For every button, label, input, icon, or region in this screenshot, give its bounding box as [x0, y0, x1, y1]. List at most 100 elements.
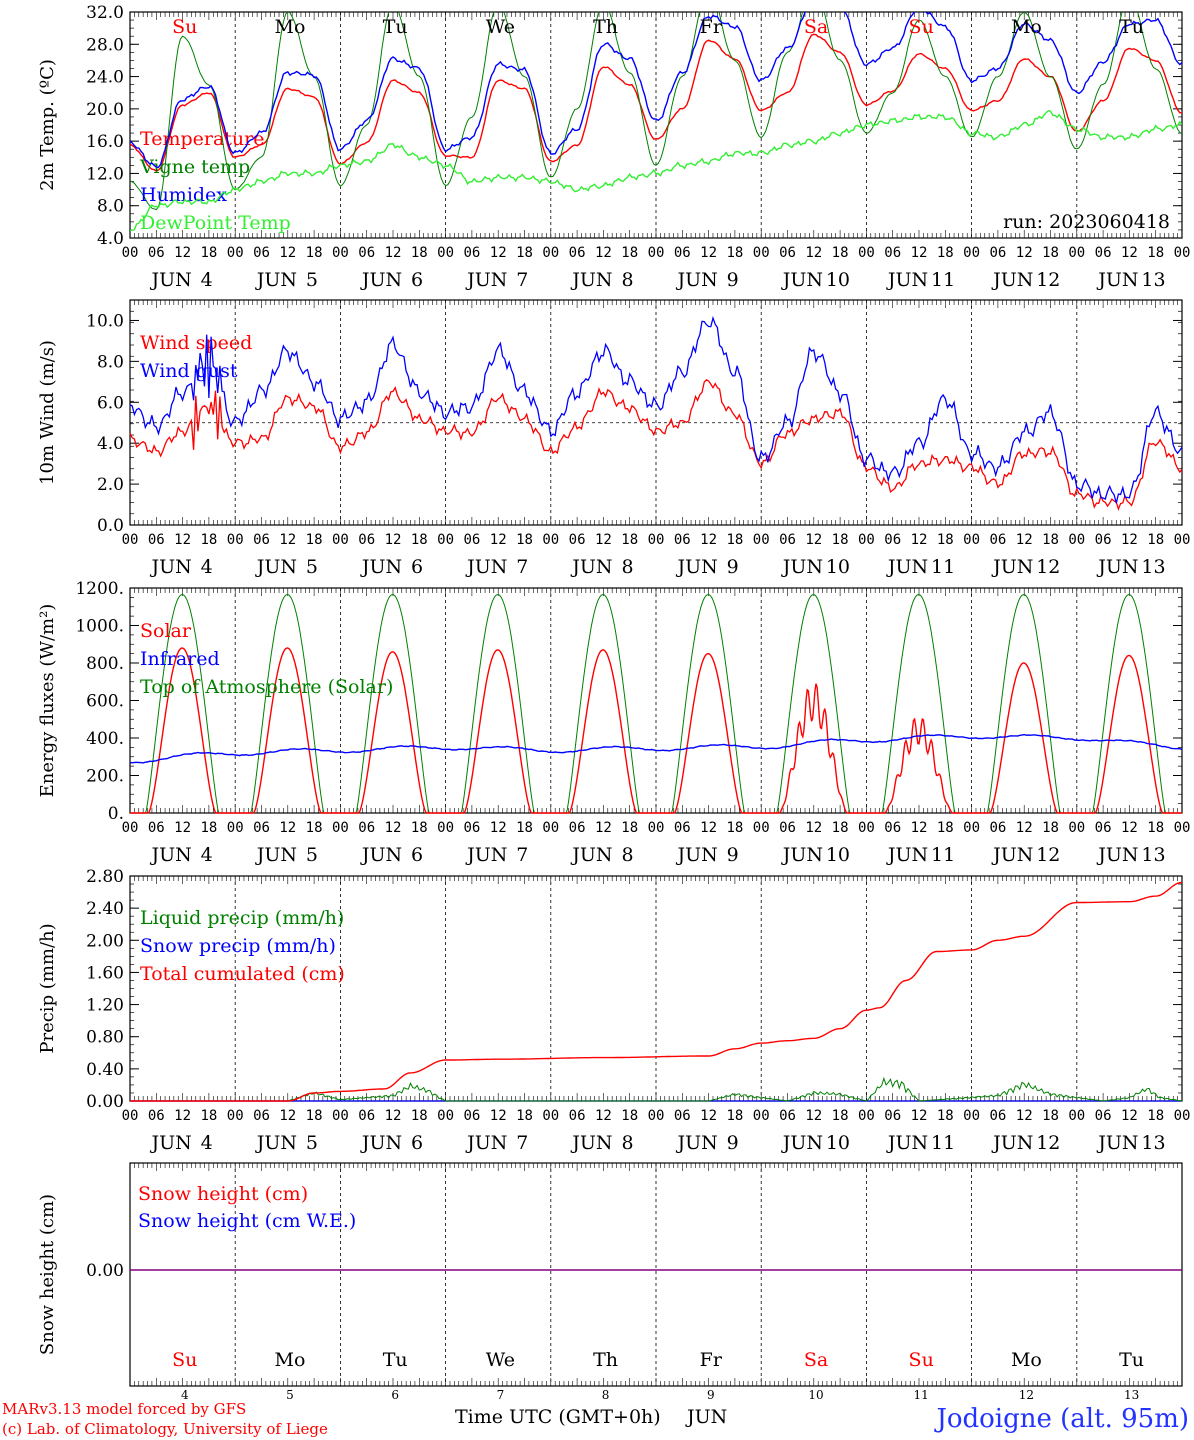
date-prefix-label: JUN [570, 844, 612, 866]
date-prefix-label: JUN [255, 844, 297, 866]
date-day-label: 12 [1036, 556, 1060, 578]
legend-entry: Vigne temp [139, 156, 250, 178]
hour-tick-label: 18 [937, 245, 954, 261]
hour-tick-label: 06 [1095, 1108, 1112, 1124]
date-prefix-label: JUN [570, 1132, 612, 1154]
hour-tick-label: 18 [306, 245, 323, 261]
series-line-wind-speed [129, 378, 1183, 511]
series-line-vigne-temp [130, 12, 1182, 211]
hour-tick-label: 12 [911, 532, 928, 548]
date-day-label: 12 [1036, 844, 1060, 866]
hour-tick-label: 18 [200, 532, 217, 548]
hour-tick-label: 18 [200, 820, 217, 836]
hour-tick-label: 06 [884, 1108, 901, 1124]
weekday-label: Sa [804, 1349, 828, 1371]
hour-tick-label: 06 [1095, 532, 1112, 548]
date-day-label: 10 [826, 1132, 850, 1154]
hour-tick-label: 12 [174, 245, 191, 261]
panels: 4.0 8.0 12.0 16.0 20.0 24.0 28.0 32.0 2m Temp. (… [37, 3, 1191, 1402]
date-day-label: 11 [931, 844, 955, 866]
weekday-label: Su [909, 1349, 934, 1371]
date-day-label: 11 [931, 1132, 955, 1154]
hour-tick-label: 00 [437, 245, 454, 261]
y-tick-label: 8.0 [97, 352, 124, 372]
hour-tick-label: 00 [122, 1108, 139, 1124]
hour-tick-label: 18 [832, 1108, 849, 1124]
hour-tick-label: 06 [674, 532, 691, 548]
hour-tick-label: 12 [1121, 532, 1138, 548]
y-axis-label: Energy fluxes (W/m²) [37, 604, 58, 798]
hour-tick-label: 06 [674, 245, 691, 261]
hour-tick-label: 06 [358, 532, 375, 548]
legend-entry: Liquid precip (mm/h) [140, 907, 344, 929]
hour-tick-label: 18 [200, 245, 217, 261]
weekday-label: Tu [1119, 16, 1144, 38]
y-tick-label: 0.00 [86, 1092, 124, 1112]
date-day-label: 10 [826, 269, 850, 291]
hour-tick-label: 06 [358, 1108, 375, 1124]
date-prefix-label: JUN [781, 269, 823, 291]
date-day-label: 5 [306, 844, 318, 866]
hour-tick-label: 06 [779, 1108, 796, 1124]
y-tick-label: 200. [86, 767, 124, 787]
hour-tick-label: 18 [1147, 1108, 1164, 1124]
hour-tick-label: 06 [148, 245, 165, 261]
hour-tick-label: 18 [621, 245, 638, 261]
hour-tick-label: 12 [1121, 1108, 1138, 1124]
date-day-label: 6 [411, 844, 423, 866]
hour-tick-label: 06 [569, 820, 586, 836]
hour-tick-label: 12 [385, 1108, 402, 1124]
hour-tick-label: 12 [595, 820, 612, 836]
hour-tick-label: 00 [227, 532, 244, 548]
date-day-label: 5 [306, 1132, 318, 1154]
hour-tick-label: 00 [753, 532, 770, 548]
weekday-label: We [486, 16, 515, 38]
legend-entry: Snow precip (mm/h) [140, 935, 336, 957]
date-day-label: 13 [1141, 844, 1165, 866]
hour-tick-label: 00 [1174, 1108, 1191, 1124]
hour-tick-label: 06 [569, 1108, 586, 1124]
legend-entry: Total cumulated (cm) [140, 963, 345, 985]
weekday-label: We [486, 1349, 515, 1371]
hour-tick-label: 12 [911, 1108, 928, 1124]
y-tick-label: 400. [86, 729, 124, 749]
y-tick-label: 800. [86, 654, 124, 674]
hour-tick-label: 00 [122, 820, 139, 836]
date-prefix-label: JUN [1096, 1132, 1138, 1154]
run-label: run: 2023060418 [1003, 211, 1170, 233]
hour-tick-label: 00 [963, 245, 980, 261]
weekday-label: Mo [275, 1349, 306, 1371]
weekday-label: Su [909, 16, 934, 38]
hour-tick-label: 06 [463, 245, 480, 261]
y-axis-label: Snow height (cm) [37, 1194, 58, 1355]
hour-tick-label: 18 [306, 532, 323, 548]
day-number-label: 9 [707, 1388, 715, 1402]
date-prefix-label: JUN [886, 269, 928, 291]
y-tick-label: 1000. [75, 617, 124, 637]
date-day-label: 6 [411, 269, 423, 291]
hour-tick-label: 00 [1068, 245, 1085, 261]
series-line-temperature [130, 33, 1182, 172]
date-day-label: 8 [621, 1132, 633, 1154]
hour-tick-label: 12 [279, 245, 296, 261]
y-tick-label: 6.0 [97, 393, 124, 413]
hour-tick-label: 00 [1174, 245, 1191, 261]
hour-tick-label: 12 [490, 245, 507, 261]
hour-tick-label: 00 [1174, 532, 1191, 548]
weekday-label: Su [172, 1349, 197, 1371]
y-tick-label: 0. [108, 804, 124, 824]
hour-tick-label: 12 [805, 1108, 822, 1124]
hour-tick-label: 06 [674, 820, 691, 836]
date-day-label: 13 [1141, 1132, 1165, 1154]
day-number-label: 13 [1124, 1388, 1139, 1402]
hour-tick-label: 12 [595, 245, 612, 261]
date-day-label: 10 [826, 556, 850, 578]
date-day-label: 12 [1036, 1132, 1060, 1154]
weekday-label: Th [593, 16, 618, 38]
hour-tick-label: 00 [648, 245, 665, 261]
hour-tick-label: 12 [385, 245, 402, 261]
date-prefix-label: JUN [150, 844, 192, 866]
date-prefix-label: JUN [570, 556, 612, 578]
plot-frame [129, 299, 1183, 526]
date-day-label: 8 [621, 556, 633, 578]
